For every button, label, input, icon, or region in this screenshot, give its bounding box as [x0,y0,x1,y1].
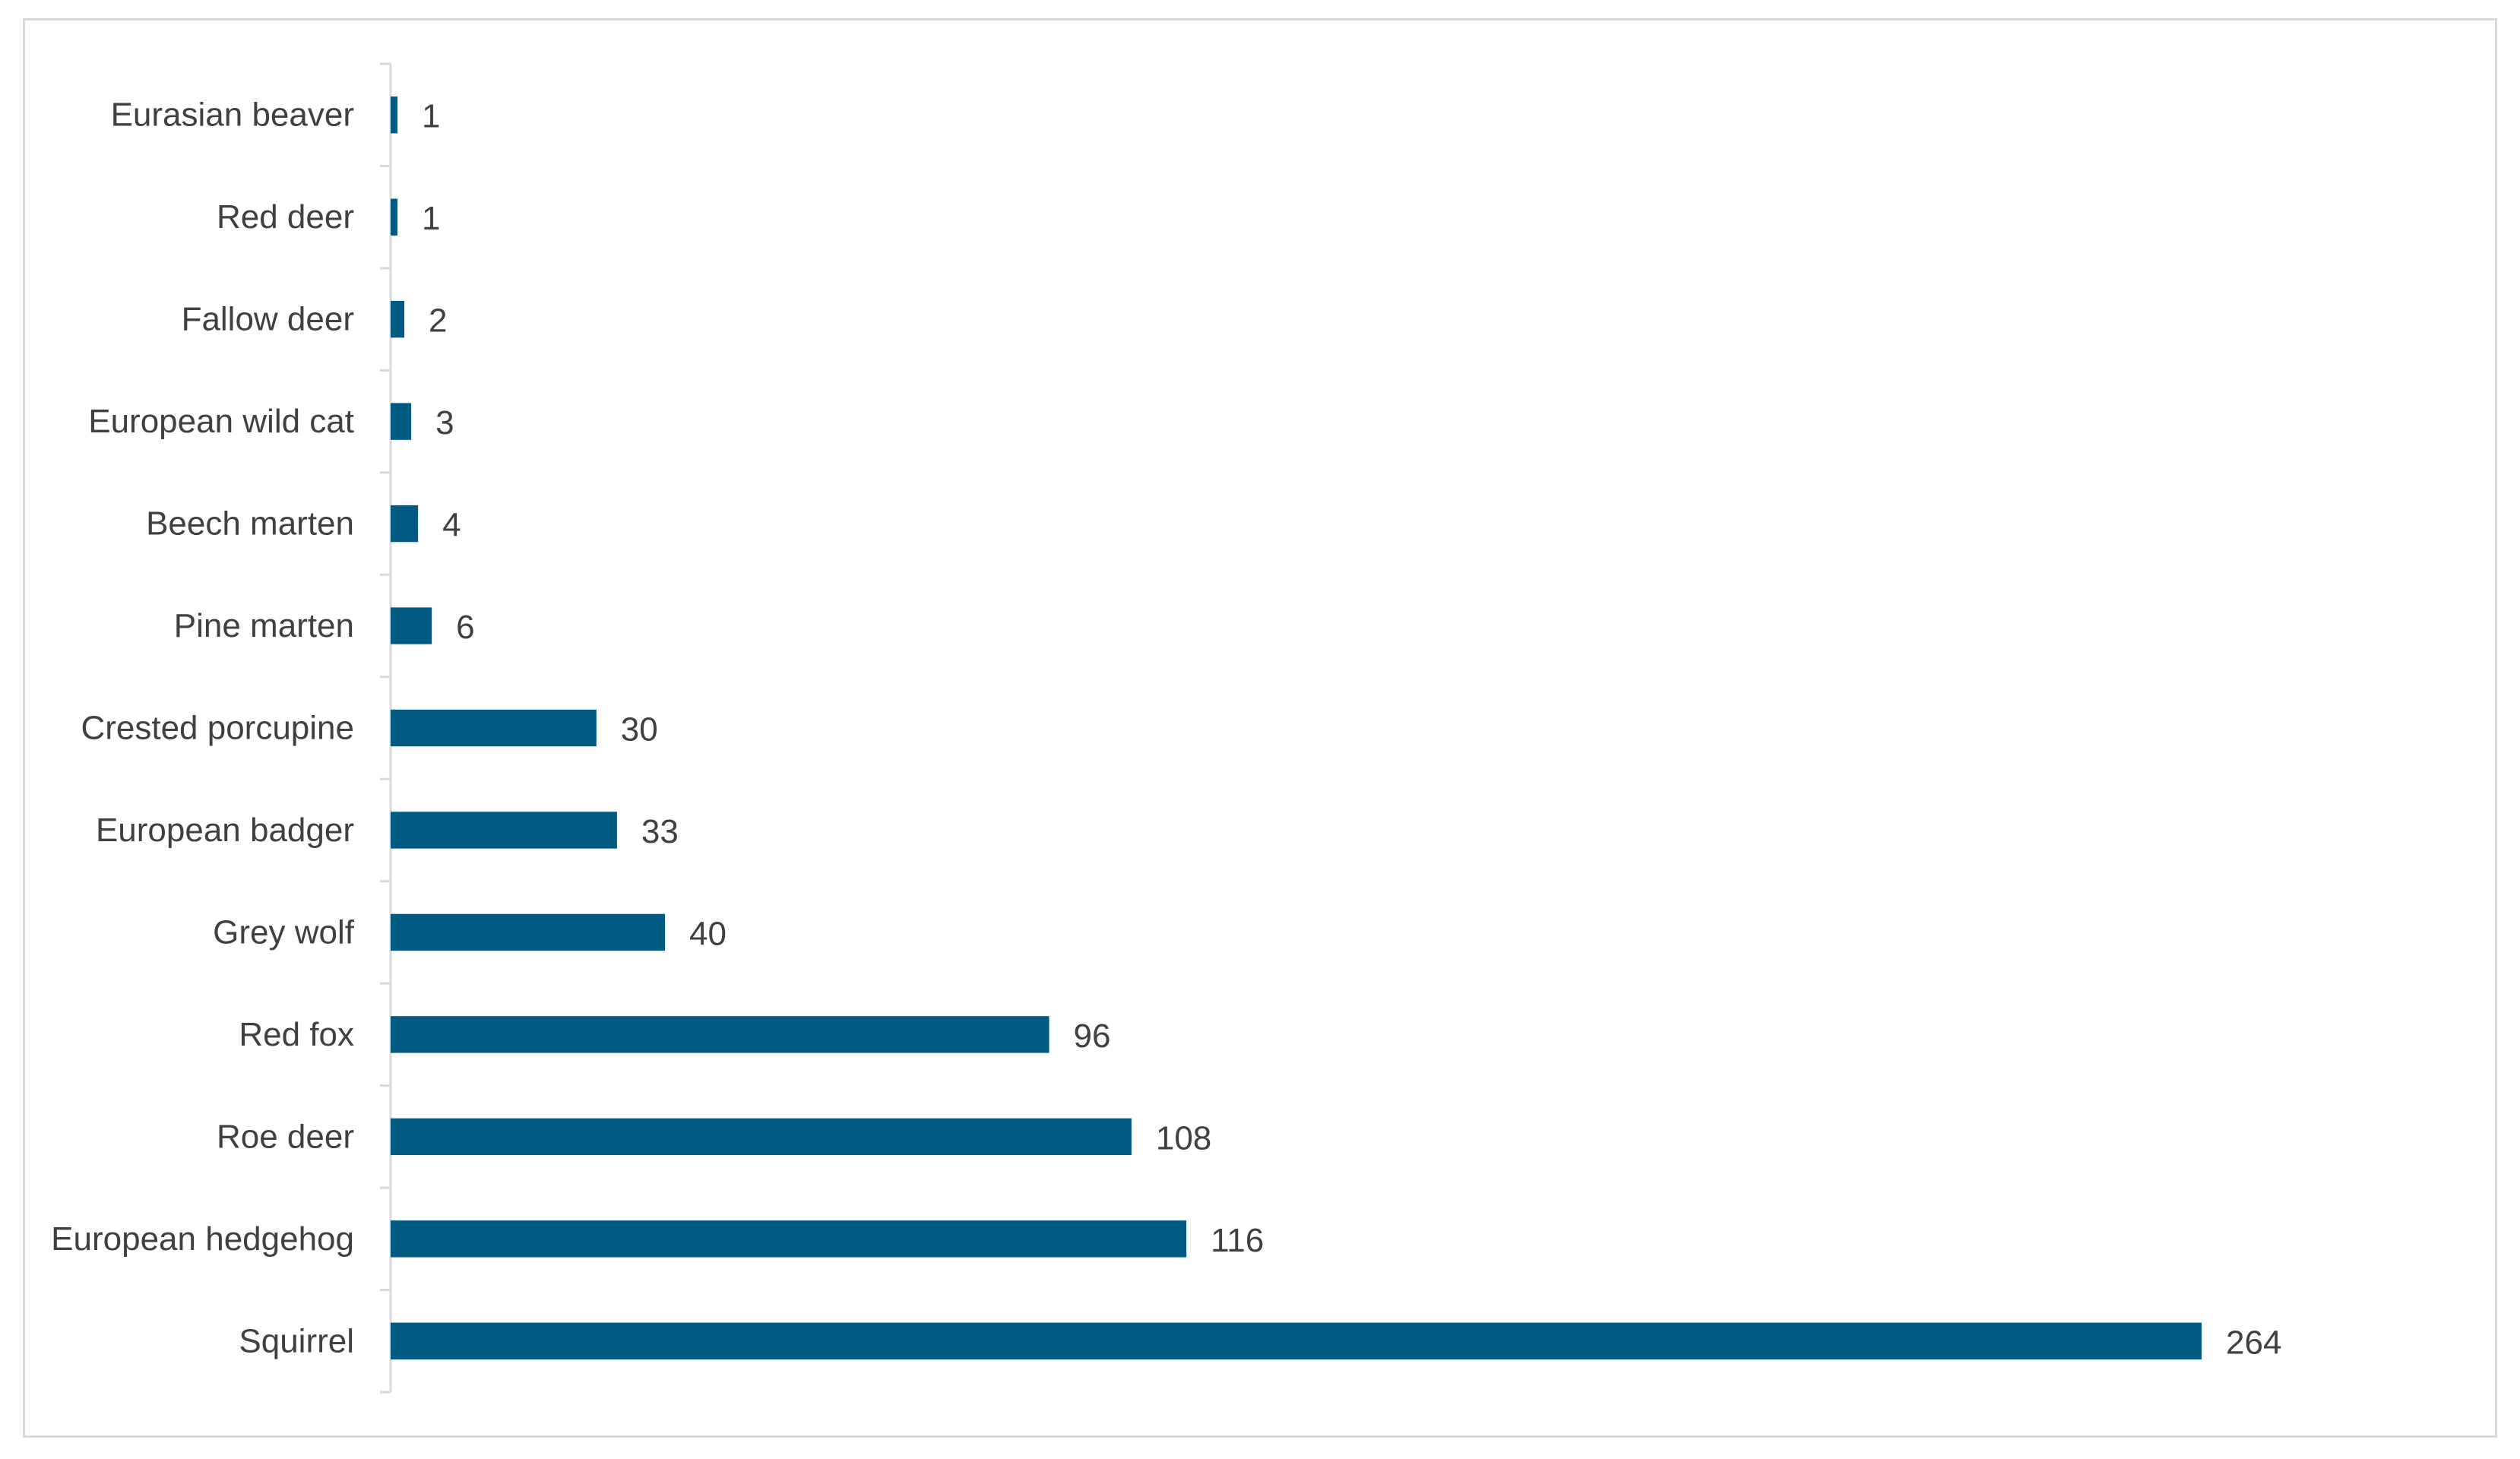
category-label: Fallow deer [182,301,354,338]
data-label: 2 [429,302,447,340]
data-label: 1 [422,98,440,135]
bar [391,97,398,134]
bar [391,709,597,747]
data-label: 40 [689,915,727,952]
data-label: 33 [641,813,679,850]
category-label: Eurasian beaver [111,97,354,134]
data-label: 264 [2226,1324,2281,1361]
category-label: Roe deer [217,1118,354,1155]
data-label: 96 [1074,1018,1111,1055]
bar [391,505,419,543]
data-labels: 1 1 2 3 4 6 30 33 40 96 108 116 264 [422,98,2281,1362]
category-label: European badger [96,812,354,849]
bar [391,1118,1132,1156]
data-label: 30 [621,711,658,748]
data-label: 3 [435,404,454,441]
data-label: 108 [1156,1119,1211,1157]
category-label: Grey wolf [213,913,355,951]
data-label: 4 [442,507,461,544]
category-label: Red fox [239,1016,354,1053]
bar [391,198,398,236]
bar [391,607,432,644]
data-label: 1 [422,200,440,237]
data-label: 116 [1211,1222,1264,1259]
data-label: 6 [456,609,474,646]
category-labels: Eurasian beaver Red deer Fallow deer Europe… [51,97,355,1360]
category-label: Red deer [217,198,354,236]
bar [391,1322,2202,1359]
category-label: European wild cat [88,403,354,440]
bar [391,812,617,849]
category-axis [380,62,392,1394]
bar [391,403,412,440]
category-label: Pine marten [174,607,354,644]
bar [391,1220,1187,1258]
bar [391,913,666,951]
bar [391,1016,1049,1053]
category-label: Squirrel [239,1322,354,1359]
category-label: European hedgehog [51,1220,354,1258]
category-label: Crested porcupine [81,710,354,747]
bar [391,300,405,338]
bars [391,97,2202,1359]
category-label: Beech marten [146,505,354,543]
